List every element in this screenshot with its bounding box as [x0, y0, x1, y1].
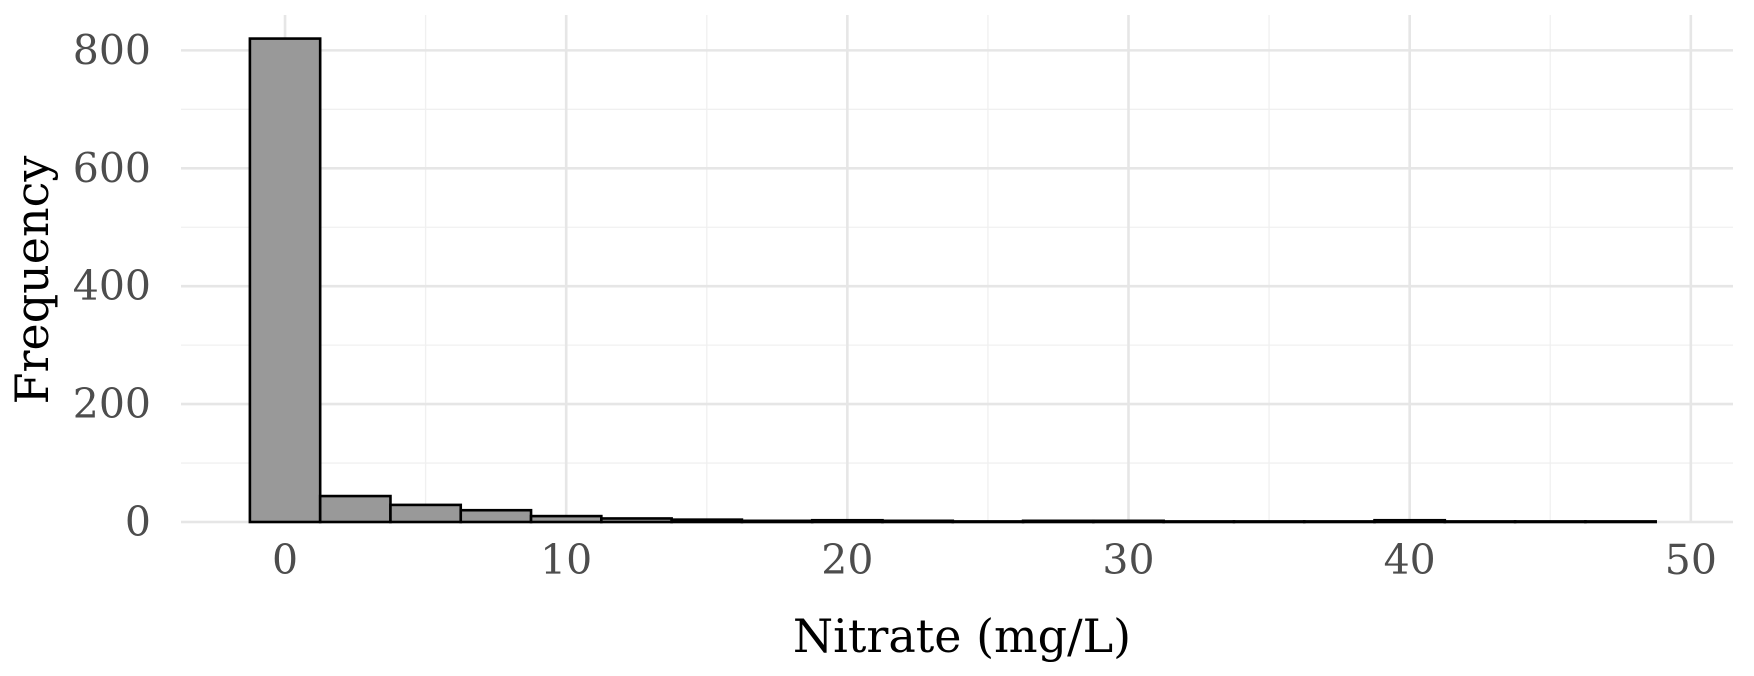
- histogram-bar: [318, 494, 392, 524]
- x-axis-title: Nitrate (mg/L): [793, 609, 1131, 663]
- histogram-bar: [459, 508, 533, 524]
- x-tick-label: 20: [821, 536, 873, 584]
- histogram-bar: [670, 518, 744, 524]
- histogram-bar: [600, 517, 673, 524]
- histogram-bar: [740, 519, 814, 524]
- x-tick-label: 10: [540, 536, 592, 584]
- histogram-bar: [248, 37, 322, 524]
- x-tick-label: 30: [1102, 536, 1154, 584]
- x-tick-label: 40: [1384, 536, 1436, 584]
- histogram-bar: [529, 514, 603, 524]
- y-tick-label: 600: [73, 144, 151, 192]
- histogram-bar: [1443, 520, 1517, 524]
- histogram-bar: [1162, 520, 1236, 524]
- histogram-bar: [1584, 520, 1657, 524]
- histogram-bar: [1092, 519, 1165, 524]
- y-axis-ticks: 0 200 400 600 800: [73, 26, 151, 546]
- y-tick-label: 400: [73, 262, 151, 310]
- y-axis-title: Frequency: [5, 156, 59, 405]
- histogram-bar: [1513, 520, 1587, 524]
- histogram-bar: [881, 519, 955, 524]
- histogram-bars: [248, 37, 1657, 524]
- histogram-bar: [1302, 520, 1376, 524]
- y-tick-label: 200: [73, 380, 151, 428]
- histogram-bar: [1021, 519, 1095, 524]
- grid-lines: [181, 15, 1733, 524]
- y-tick-label: 0: [125, 498, 151, 546]
- histogram-bar: [389, 503, 463, 524]
- histogram-bar: [1373, 518, 1447, 524]
- y-tick-label: 800: [73, 26, 151, 74]
- histogram-bar: [951, 520, 1025, 524]
- x-axis-ticks: 0 10 20 30 40 50: [272, 536, 1717, 584]
- x-tick-label: 0: [272, 536, 298, 584]
- x-tick-label: 50: [1665, 536, 1717, 584]
- histogram-bar: [1232, 520, 1306, 524]
- histogram-bar: [810, 518, 884, 524]
